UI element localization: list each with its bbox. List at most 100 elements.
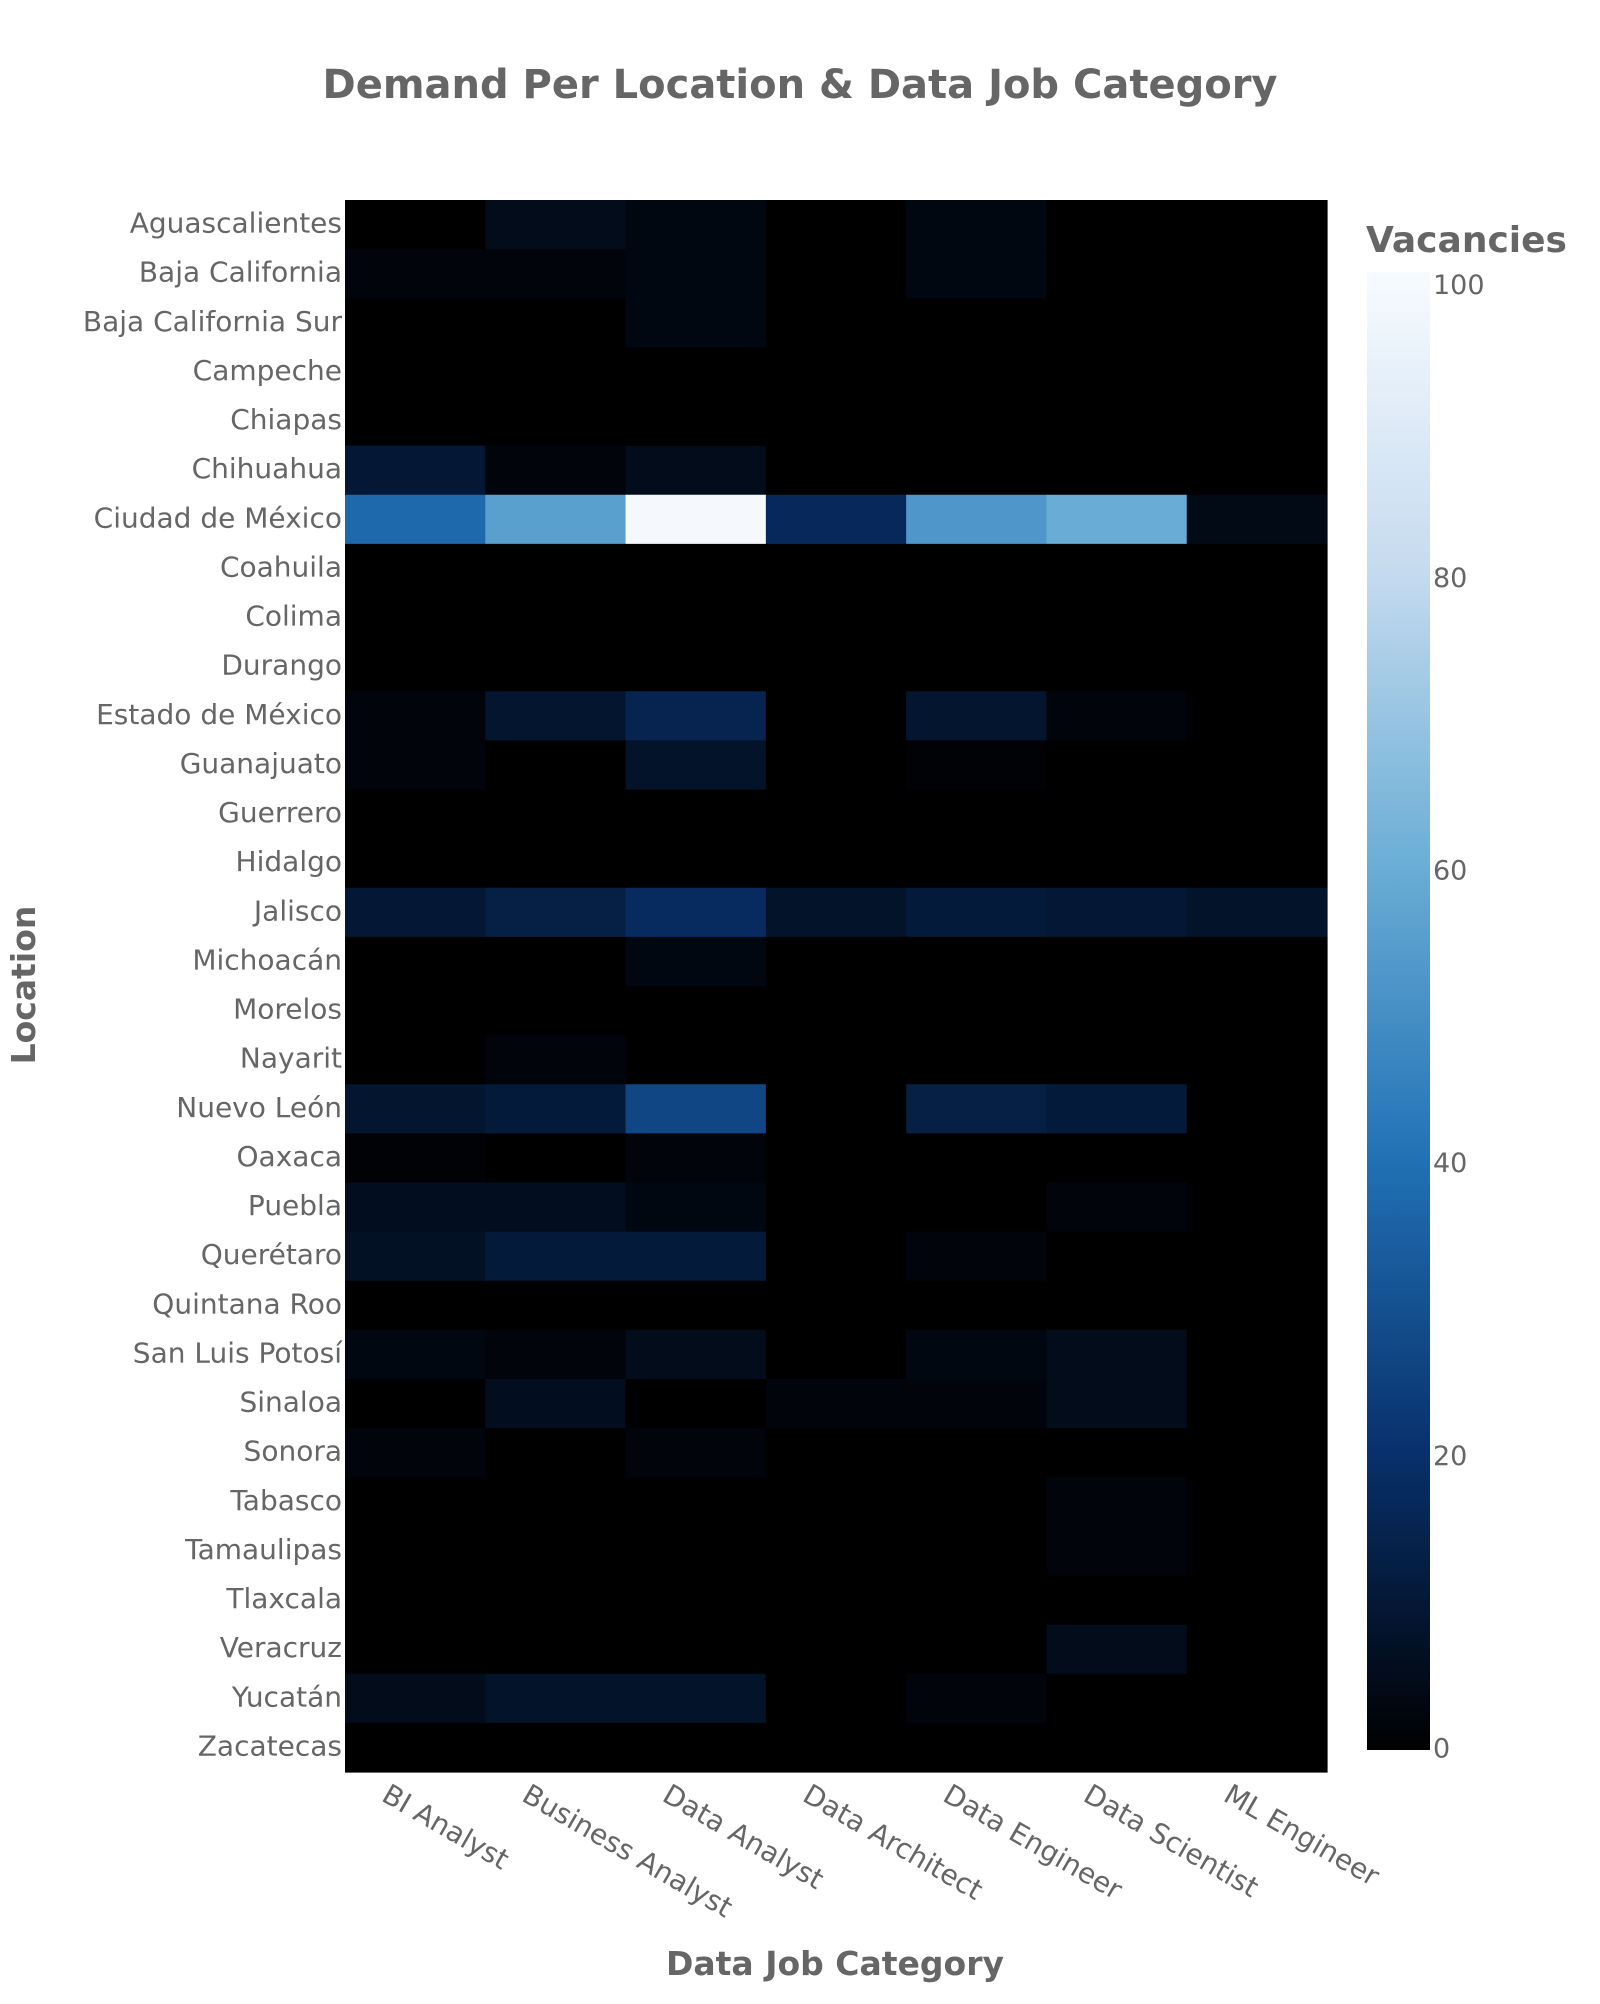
heatmap-cell: Puebla / Data Architect: 0 bbox=[765, 1182, 907, 1233]
heatmap-cell: Sonora / BI Analyst: 2 bbox=[345, 1428, 486, 1478]
heatmap-cell: Hidalgo / Data Engineer: 0 bbox=[906, 838, 1048, 889]
heatmap-cell: Hidalgo / Data Analyst: 0 bbox=[625, 838, 767, 889]
heatmap-cell: Chiapas / Data Architect: 0 bbox=[765, 396, 907, 447]
heatmap-cell: Chiapas / Data Analyst: 0 bbox=[625, 396, 767, 447]
heatmap-cell: Hidalgo / BI Analyst: 0 bbox=[345, 838, 486, 889]
heatmap-cell: Tlaxcala / BI Analyst: 0 bbox=[345, 1575, 486, 1626]
heatmap-cell: Zacatecas / BI Analyst: 0 bbox=[345, 1722, 486, 1773]
y-tick-label: Chihuahua bbox=[192, 452, 342, 485]
heatmap-cell: Tabasco / Data Architect: 0 bbox=[765, 1477, 907, 1527]
heatmap-cell: Oaxaca / ML Engineer: 0 bbox=[1186, 1133, 1328, 1184]
heatmap-cell: Jalisco / Data Architect: 8 bbox=[765, 887, 907, 938]
heatmap-cell: Nuevo León / Data Engineer: 13 bbox=[906, 1084, 1048, 1134]
heatmap-cell: Tlaxcala / Data Architect: 0 bbox=[765, 1575, 907, 1626]
heatmap-cell: Sonora / Data Scientist: 0 bbox=[1046, 1428, 1188, 1478]
heatmap-cell: Ciudad de México / ML Engineer: 4 bbox=[1186, 494, 1328, 545]
heatmap-cell: Quintana Roo / Data Architect: 0 bbox=[765, 1280, 907, 1331]
heatmap-cell: Tabasco / Data Scientist: 2 bbox=[1046, 1477, 1188, 1527]
heatmap-cell: Querétaro / Data Scientist: 0 bbox=[1046, 1231, 1188, 1282]
heatmap-cell: Sonora / Data Analyst: 2 bbox=[625, 1428, 767, 1478]
heatmap-cell: Guerrero / Business Analyst: 0 bbox=[485, 789, 627, 840]
heatmap-cell: Guerrero / Data Architect: 0 bbox=[765, 789, 907, 840]
heatmap-cell: Campeche / ML Engineer: 0 bbox=[1186, 347, 1328, 398]
heatmap-cell: Ciudad de México / Data Engineer: 53 bbox=[906, 494, 1048, 545]
heatmap-cell: Chiapas / Data Engineer: 0 bbox=[906, 396, 1048, 447]
heatmap-cell: Querétaro / BI Analyst: 7 bbox=[345, 1231, 486, 1282]
heatmap-cell: Nayarit / Data Architect: 0 bbox=[765, 1035, 907, 1085]
heatmap-cell: Sinaloa / ML Engineer: 0 bbox=[1186, 1379, 1328, 1429]
heatmap-cell: Baja California / Data Engineer: 3 bbox=[906, 249, 1048, 299]
y-tick-label: Yucatán bbox=[231, 1680, 342, 1713]
heatmap-cell: Hidalgo / Business Analyst: 0 bbox=[485, 838, 627, 889]
heatmap-cell: Tlaxcala / Data Analyst: 0 bbox=[625, 1575, 767, 1626]
heatmap-cell: Querétaro / Data Engineer: 2 bbox=[906, 1231, 1048, 1282]
heatmap-cell: Veracruz / BI Analyst: 0 bbox=[345, 1624, 486, 1675]
heatmap-cell: Querétaro / Business Analyst: 11 bbox=[485, 1231, 627, 1282]
heatmap-cell: Oaxaca / Business Analyst: 0 bbox=[485, 1133, 627, 1184]
heatmap-cell: Sinaloa / Business Analyst: 6 bbox=[485, 1379, 627, 1429]
heatmap-cell: Baja California Sur / Business Analyst: … bbox=[485, 298, 627, 348]
heatmap-cell: Estado de México / Data Architect: 0 bbox=[765, 691, 907, 741]
y-tick-label: Ciudad de México bbox=[94, 501, 342, 534]
y-tick-label: Nuevo León bbox=[176, 1091, 342, 1124]
y-tick-label: Nayarit bbox=[240, 1042, 342, 1075]
heatmap-cell: Sinaloa / BI Analyst: 0 bbox=[345, 1379, 486, 1429]
y-tick-label: Campeche bbox=[193, 354, 342, 387]
heatmap-cell: Tabasco / Data Engineer: 0 bbox=[906, 1477, 1048, 1527]
heatmap-cell: San Luis Potosí / Data Analyst: 5 bbox=[625, 1329, 767, 1380]
y-tick-label: Estado de México bbox=[96, 698, 342, 731]
y-axis-tick-labels: Aguascalientes Baja California Baja Califo… bbox=[83, 207, 343, 1763]
heatmap-cell: Tlaxcala / Data Engineer: 0 bbox=[906, 1575, 1048, 1626]
heatmap-cell: Tamaulipas / Data Analyst: 0 bbox=[625, 1526, 767, 1577]
heatmap-cell: Nuevo León / Business Analyst: 11 bbox=[485, 1084, 627, 1134]
colorbar-tick-label: 0 bbox=[1433, 1734, 1450, 1765]
heatmap-cell: Quintana Roo / BI Analyst: 0 bbox=[345, 1280, 486, 1331]
heatmap-cell: Veracruz / Business Analyst: 0 bbox=[485, 1624, 627, 1675]
heatmap-cell: Chihuahua / Data Architect: 0 bbox=[765, 445, 907, 496]
heatmap-cell: Morelos / Data Analyst: 0 bbox=[625, 986, 767, 1036]
heatmap-cell: Coahuila / Data Analyst: 0 bbox=[625, 543, 767, 594]
heatmap-cell: Jalisco / Data Scientist: 10 bbox=[1046, 887, 1188, 938]
heatmap-cell: Morelos / BI Analyst: 0 bbox=[345, 986, 486, 1036]
colorbar-tick-label: 40 bbox=[1433, 1148, 1467, 1179]
heatmap-cell: Guanajuato / Data Engineer: 1 bbox=[906, 740, 1048, 791]
heatmap-cell: Nayarit / BI Analyst: 0 bbox=[345, 1035, 486, 1085]
heatmap-cell: Sinaloa / Data Engineer: 2 bbox=[906, 1379, 1048, 1429]
heatmap-cell: Ciudad de México / Data Analyst: 100 bbox=[625, 494, 767, 545]
heatmap-cell: Chiapas / ML Engineer: 0 bbox=[1186, 396, 1328, 447]
heatmap-cell: Baja California Sur / Data Architect: 0 bbox=[765, 298, 907, 348]
heatmap-cell: Estado de México / ML Engineer: 0 bbox=[1186, 691, 1328, 741]
heatmap-cell: Oaxaca / Data Architect: 0 bbox=[765, 1133, 907, 1184]
heatmap-cell: Guanajuato / Data Architect: 0 bbox=[765, 740, 907, 791]
heatmap-cell: Sonora / ML Engineer: 0 bbox=[1186, 1428, 1328, 1478]
heatmap-cell: Campeche / Data Engineer: 0 bbox=[906, 347, 1048, 398]
heatmap-cell: Chihuahua / ML Engineer: 0 bbox=[1186, 445, 1328, 496]
heatmap-cell: Estado de México / BI Analyst: 2 bbox=[345, 691, 486, 741]
heatmap-cell: Guanajuato / ML Engineer: 0 bbox=[1186, 740, 1328, 791]
y-tick-label: Oaxaca bbox=[237, 1140, 342, 1173]
heatmap-cell: Guerrero / Data Engineer: 0 bbox=[906, 789, 1048, 840]
heatmap-cell: Hidalgo / Data Scientist: 0 bbox=[1046, 838, 1188, 889]
heatmap-cell: Durango / Data Analyst: 0 bbox=[625, 642, 767, 692]
heatmap-cell: Guanajuato / BI Analyst: 2 bbox=[345, 740, 486, 791]
heatmap-cell: Querétaro / Data Analyst: 11 bbox=[625, 1231, 767, 1282]
heatmap-cell: Ciudad de México / BI Analyst: 38 bbox=[345, 494, 486, 545]
heatmap-cell: Coahuila / ML Engineer: 0 bbox=[1186, 543, 1328, 594]
heatmap-cell: Aguascalientes / Business Analyst: 5 bbox=[485, 200, 627, 250]
heatmap-cell: Chiapas / Data Scientist: 0 bbox=[1046, 396, 1188, 447]
y-tick-label: Sinaloa bbox=[239, 1386, 342, 1419]
heatmap-cell: Campeche / Data Scientist: 0 bbox=[1046, 347, 1188, 398]
heatmap-cell: Coahuila / Data Architect: 0 bbox=[765, 543, 907, 594]
heatmap-cell: Aguascalientes / Data Engineer: 3 bbox=[906, 200, 1048, 250]
heatmap-cell: Tamaulipas / Data Scientist: 2 bbox=[1046, 1526, 1188, 1577]
heatmap-cell: Yucatán / ML Engineer: 0 bbox=[1186, 1673, 1328, 1724]
heatmap-cell: Yucatán / Data Scientist: 0 bbox=[1046, 1673, 1188, 1724]
heatmap-cell: Yucatán / Data Analyst: 8 bbox=[625, 1673, 767, 1724]
colorbar-tick-label: 100 bbox=[1433, 270, 1485, 301]
heatmap-cell: Baja California Sur / Data Scientist: 0 bbox=[1046, 298, 1188, 348]
heatmap-cell: Tlaxcala / Data Scientist: 0 bbox=[1046, 1575, 1188, 1626]
heatmap-cell: Guanajuato / Data Analyst: 8 bbox=[625, 740, 767, 791]
heatmap-cell: Quintana Roo / Business Analyst: 0 bbox=[485, 1280, 627, 1331]
heatmap-cell: Puebla / Data Analyst: 3 bbox=[625, 1182, 767, 1233]
